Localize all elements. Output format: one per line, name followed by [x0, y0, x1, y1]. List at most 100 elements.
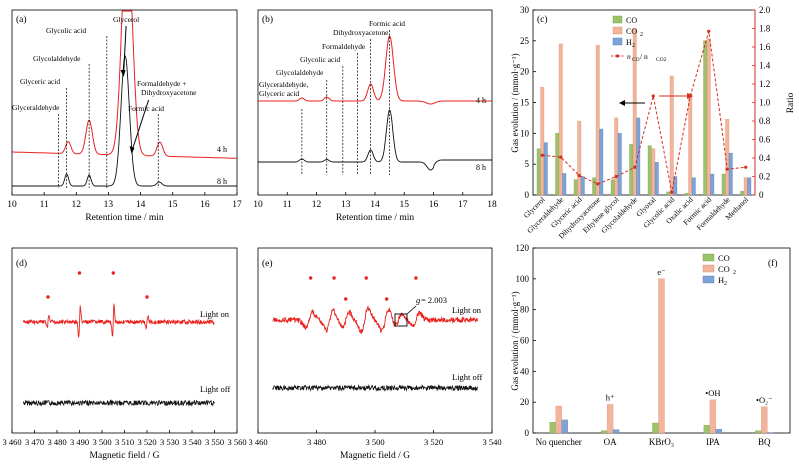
x-tick-label: 3 500: [92, 437, 111, 447]
peak-label: Glycolic acid: [46, 26, 86, 35]
series-label-8h: 8 h: [217, 177, 227, 186]
x-tick-label: 18: [487, 200, 497, 210]
light-off-label: Light off: [452, 372, 482, 382]
legend-swatch-co2: [612, 26, 623, 35]
y2-tick-label: 1.4: [759, 61, 771, 71]
bar-h2: [543, 142, 548, 196]
x-tick-label: 15: [168, 200, 178, 210]
panel-label: (a): [16, 14, 27, 25]
legend-swatch-co: [702, 253, 715, 262]
peak-label: Glycolaldehyde: [33, 54, 81, 63]
bar-co2: [669, 75, 674, 196]
bar-co2: [614, 117, 619, 196]
bar-h2: [636, 117, 641, 196]
panel-label: (e): [262, 258, 273, 269]
peak-label: Glyceric acid: [20, 77, 60, 86]
y-tick-label: 10: [520, 128, 530, 138]
signal-marker: [111, 271, 115, 275]
bar-co: [652, 422, 659, 434]
glycerol-arrow: [123, 25, 127, 76]
panel-label: (b): [262, 14, 273, 25]
ratio-point: [614, 174, 618, 179]
light-on-spectrum: [272, 305, 478, 335]
ratio-point: [540, 153, 544, 157]
signal-marker: [145, 295, 149, 299]
x-tick-label: 11: [283, 200, 292, 210]
panel-label: (f): [768, 258, 778, 269]
signal-marker: [385, 297, 389, 301]
x-tick-label: 15: [400, 200, 410, 210]
quencher-species-label: •OH: [705, 388, 720, 398]
panel-b: 10 11 12 13 14 15 16 17 18 Retention time / min (b…: [253, 9, 497, 223]
x-tick-label: 17: [458, 200, 468, 210]
signal-marker: [414, 276, 418, 280]
x-tick-label: 3 470: [25, 437, 44, 447]
x-tick-label: 3 510: [115, 437, 134, 447]
bar-co2: [706, 38, 711, 196]
x-tick-label: 16: [200, 200, 210, 210]
plot-frame: [11, 247, 238, 434]
bar-co: [573, 179, 578, 196]
x-tick-label: 10: [7, 200, 17, 210]
highlight-box: [394, 313, 408, 327]
x-tick-label: 14: [136, 200, 146, 210]
legend-ratio-mid: / n: [640, 52, 648, 61]
ratio-point: [725, 167, 729, 171]
x-tick-label: 3 490: [70, 437, 89, 447]
category-label: KBrO₃: [649, 437, 674, 447]
legend-swatch-h2: [702, 275, 715, 284]
y-tick-label: 20: [520, 67, 530, 77]
bar-co2: [688, 93, 693, 196]
peak-label: Glyceraldehyde,: [259, 80, 308, 89]
y2-tick-label: 0.2: [759, 172, 770, 182]
legend-swatch-h2: [612, 37, 623, 46]
bar-co2: [632, 28, 637, 196]
y-tick-label: 100: [516, 274, 530, 284]
x-tick-label: 3 500: [365, 437, 384, 447]
bar-co2: [761, 406, 768, 434]
signal-marker: [77, 271, 82, 275]
light-on-label: Light on: [452, 305, 482, 315]
y2-tick-label: 0: [759, 190, 764, 200]
x-axis-label: Magnetic field / G: [340, 450, 410, 461]
bar-co2: [725, 119, 730, 196]
legend-ratio-sub2: CO2: [656, 57, 667, 63]
panel-f: 0 20 40 60 80 100 120 Gas evolution / (mmol·g⁻¹…: [510, 243, 791, 447]
x-tick-label: 16: [429, 200, 439, 210]
peak-label: Formaldehyde: [322, 42, 366, 51]
g-value-annotation: = 2.003: [421, 295, 447, 305]
bar-co: [610, 179, 615, 196]
arrowhead: [120, 70, 126, 77]
bar-co2: [743, 177, 748, 196]
legend-co: CO: [718, 253, 730, 263]
x-tick-label: 13: [104, 200, 114, 210]
bar-co2: [558, 43, 563, 196]
plot-frame: [257, 9, 493, 196]
bar-h2: [691, 177, 696, 196]
x-tick-label: 10: [253, 200, 263, 210]
x-axis-label: Magnetic field / G: [90, 450, 160, 461]
light-off-spectrum: [272, 383, 478, 392]
series-8h-line: [258, 109, 492, 171]
bar-co: [536, 148, 541, 196]
formaldehyde-arrow: [131, 99, 150, 153]
legend-swatch-co: [612, 15, 623, 24]
bar-h2: [728, 152, 733, 196]
arrowhead: [687, 93, 693, 99]
bar-h2: [612, 429, 620, 434]
y-axis-label: Gas evolution / (mmol·g⁻¹): [510, 291, 520, 390]
bar-co: [755, 430, 762, 434]
bar-h2: [562, 173, 567, 196]
y-tick-label: 0: [525, 428, 530, 438]
legend-h2-sub: 2: [724, 281, 727, 287]
bar-co: [721, 173, 726, 196]
bar-h2: [715, 428, 723, 434]
quencher-species-label: h⁺: [606, 392, 615, 402]
panel-label: (c): [537, 14, 548, 25]
bar-h2: [710, 173, 715, 196]
ratio-point: [596, 182, 600, 186]
bar-co: [647, 145, 652, 196]
y2-tick-label: 1.8: [759, 24, 771, 34]
y-tick-label: 60: [520, 336, 530, 346]
